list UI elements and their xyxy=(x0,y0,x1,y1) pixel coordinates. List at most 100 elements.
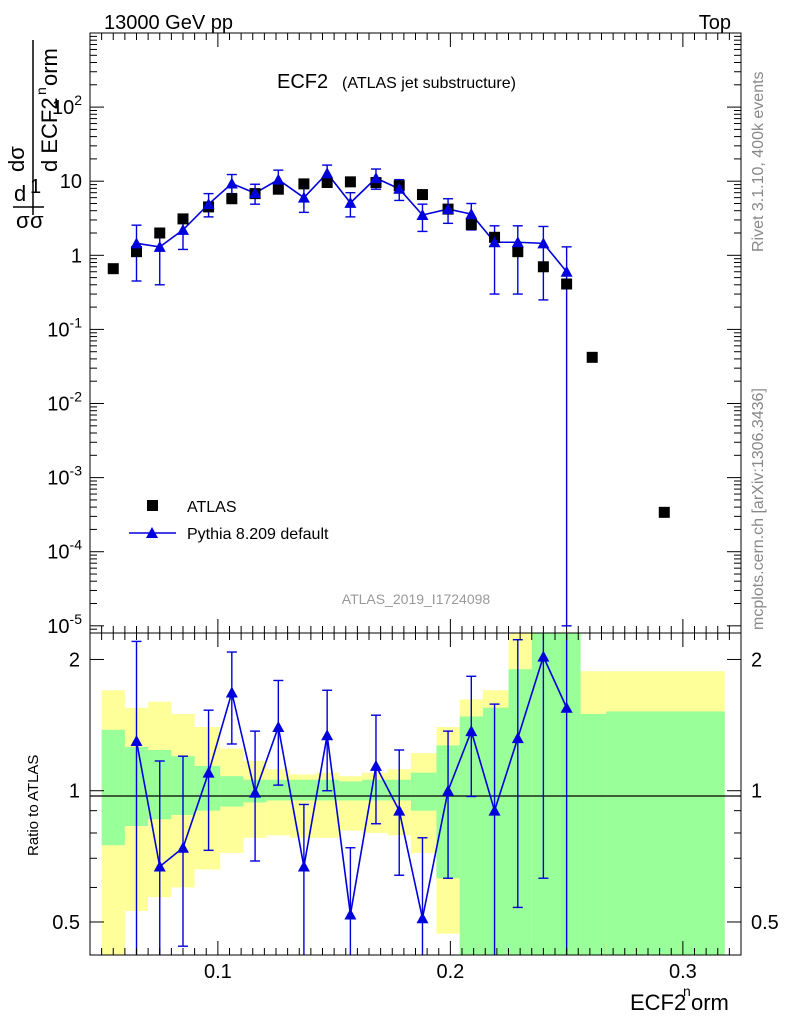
ratio-series-layer xyxy=(130,633,573,955)
legend-atlas-label: ATLAS xyxy=(187,499,237,516)
legend-pythia-label: Pythia 8.209 default xyxy=(187,526,329,543)
ratio-x-tick-label: 0.2 xyxy=(436,961,464,983)
main-y-tick-label: 10-4 xyxy=(47,537,82,564)
ratio-pythia-point xyxy=(369,759,382,771)
main-y-tick-label: 102 xyxy=(52,92,82,119)
atlas-point xyxy=(226,193,238,205)
x-axis-title: ECF2 n orm xyxy=(630,983,729,1015)
ratio-pythia-point xyxy=(249,786,262,798)
atlas-point xyxy=(586,351,598,363)
main-y-tick-labels: 10-5 10-4 10-3 10-2 10-1 1 10 102 xyxy=(47,92,82,638)
svg-text:orm: orm xyxy=(37,48,62,86)
atlas-point xyxy=(561,278,573,290)
ratio-panel: 0.1 0.2 0.3 0.5 0.5 1 1 2 2 Ratio to ATLAS xyxy=(25,632,779,983)
atlas-point xyxy=(131,246,142,258)
ratio-y-axis-title: Ratio to ATLAS xyxy=(25,755,42,856)
legend-pythia-marker xyxy=(146,527,158,538)
ratio-pythia-point xyxy=(321,729,334,741)
svg-text:dσ: dσ xyxy=(4,146,29,172)
ratio-pythia-point xyxy=(442,784,455,796)
ratio-pythia-point xyxy=(537,650,550,662)
main-y-tick-label: 10 xyxy=(60,171,82,193)
pythia-point xyxy=(537,237,550,249)
main-y-tick-label: 1 xyxy=(71,245,82,267)
pythia-point xyxy=(130,237,143,249)
pythia-point xyxy=(321,167,334,179)
ratio-bands xyxy=(101,633,725,955)
svg-text:ECF2: ECF2 xyxy=(630,990,686,1015)
pythia-point xyxy=(369,172,382,184)
main-y-tick-label: 10-2 xyxy=(47,389,82,416)
main-y-tick-label: 10-1 xyxy=(47,314,82,341)
ratio-band-segment xyxy=(220,776,244,807)
atlas-point xyxy=(658,506,670,518)
ratio-pythia-point xyxy=(560,701,573,713)
mcplots-label: mcplots.cern.ch [arXiv:1306.3436] xyxy=(750,388,767,630)
legend-atlas-marker xyxy=(147,500,158,511)
main-title: ECF2 xyxy=(277,71,328,93)
ratio-pythia-point xyxy=(297,860,310,872)
atlas-point xyxy=(537,261,549,273)
atlas-point xyxy=(465,219,477,231)
svg-text:d ECF2: d ECF2 xyxy=(37,97,62,172)
ratio-pythia-point xyxy=(130,735,143,747)
ratio-pythia-point xyxy=(465,725,478,737)
atlas-point xyxy=(321,177,333,189)
svg-text:σ: σ xyxy=(30,208,44,233)
atlas-point xyxy=(512,246,524,258)
ratio-pythia-point xyxy=(344,908,357,920)
pythia-point xyxy=(177,223,189,235)
ratio-band-segment xyxy=(338,781,363,801)
pythia-point xyxy=(272,173,285,185)
pythia-point xyxy=(442,203,455,215)
pythia-point xyxy=(344,196,357,208)
ratio-pythia-point xyxy=(393,804,406,816)
ratio-pythia-point xyxy=(272,721,285,733)
ratio-pythia-point xyxy=(488,804,501,816)
ratio-band-segment xyxy=(606,711,725,955)
pythia-point xyxy=(153,240,166,252)
ratio-band-segment xyxy=(459,716,483,955)
ratio-y-tick-label: 2 xyxy=(69,649,80,671)
ratio-y-tick-label-right: 1 xyxy=(751,781,762,803)
svg-text:orm: orm xyxy=(691,990,729,1015)
pythia-point xyxy=(488,236,501,248)
ratio-band-segment xyxy=(482,707,509,955)
svg-text:σ: σ xyxy=(16,208,30,233)
svg-text:1: 1 xyxy=(30,176,41,198)
svg-text:n: n xyxy=(683,983,691,999)
pythia-point xyxy=(511,236,524,248)
rivet-version-label: Rivet 3.1.10, 400k events xyxy=(750,71,767,252)
atlas-point xyxy=(177,213,189,225)
ratio-band-segment xyxy=(580,713,607,955)
ratio-pythia-point xyxy=(225,686,238,698)
pythia-point xyxy=(249,187,262,199)
main-y-tick-label: 10-3 xyxy=(47,463,82,490)
atlas-point xyxy=(272,183,284,195)
ratio-band-segment xyxy=(508,669,532,955)
pythia-point xyxy=(297,191,310,203)
ratio-pythia-point xyxy=(416,912,429,924)
ratio-band-segment xyxy=(289,779,316,801)
svg-text:n: n xyxy=(33,87,49,95)
ratio-band-segment xyxy=(555,633,581,955)
main-y-tick-label: 10-5 xyxy=(47,611,82,638)
ratio-pythia-point xyxy=(202,766,215,778)
ratio-band-segment xyxy=(410,772,437,811)
ratio-band-segment xyxy=(266,779,290,801)
main-axis-ticks xyxy=(89,33,742,634)
ratio-axis-ticks: 0.1 0.2 0.3 0.5 0.5 1 1 2 2 xyxy=(52,633,779,983)
pythia-point xyxy=(393,182,406,194)
ratio-y-tick-label: 1 xyxy=(69,781,80,803)
atlas-point xyxy=(344,176,356,188)
ratio-pythia-point xyxy=(153,860,166,872)
svg-text:d: d xyxy=(14,181,26,206)
ratio-x-tick-label: 0.3 xyxy=(669,961,697,983)
analysis-id-label: ATLAS_2019_I1724098 xyxy=(342,591,491,607)
main-y-axis-title: d σ 1 σ dσ d ECF2 n orm xyxy=(4,40,62,233)
atlas-point xyxy=(154,227,166,239)
atlas-point xyxy=(107,263,119,275)
atlas-point xyxy=(298,178,310,190)
ratio-y-tick-label: 0.5 xyxy=(52,912,80,934)
